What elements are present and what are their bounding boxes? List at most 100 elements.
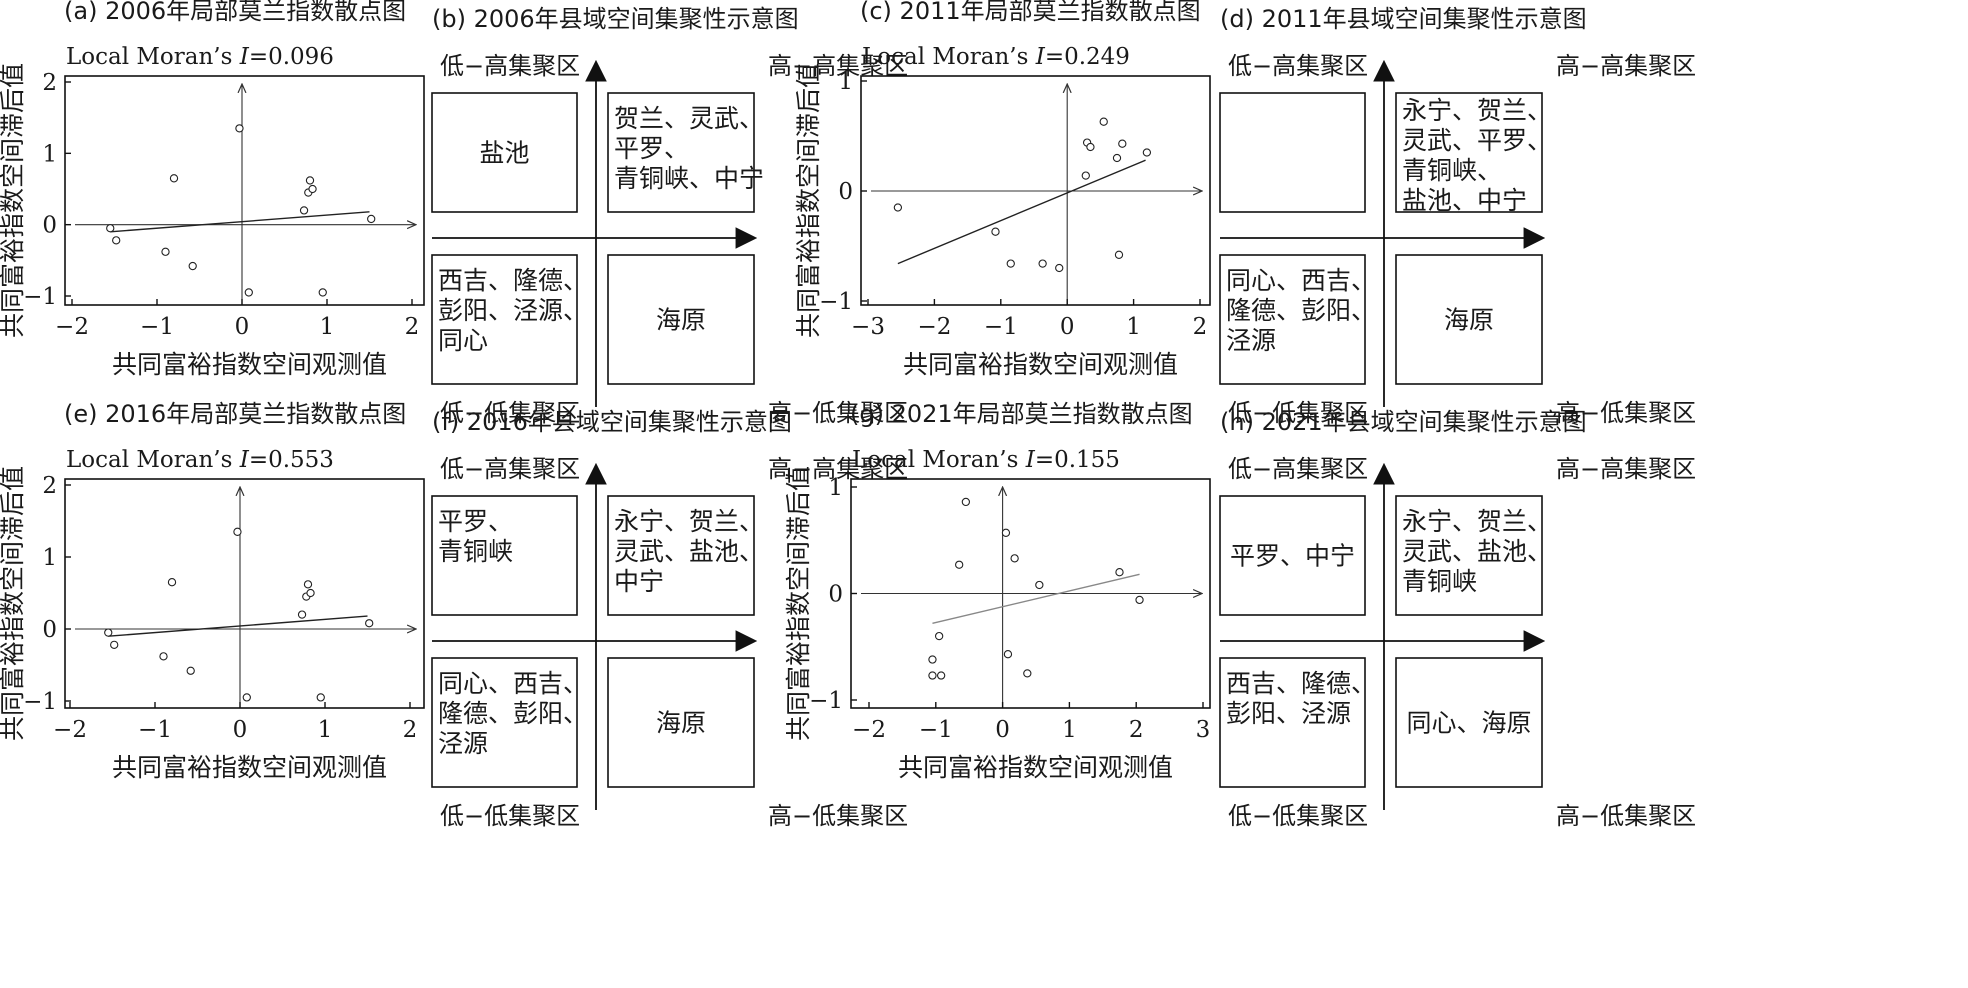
data-point — [110, 640, 119, 649]
county-names: 永宁、贺兰、 — [1402, 507, 1552, 536]
y-axis-label: 共同富裕指数空间滞后值 — [0, 466, 27, 741]
quadrant-box-hl — [1395, 657, 1543, 788]
data-point — [955, 560, 964, 569]
county-names: 西吉、隆德、 — [438, 266, 588, 295]
county-names: 永宁、贺兰、 — [614, 507, 764, 536]
data-point — [1114, 250, 1124, 259]
quadrant-box-hh — [607, 92, 755, 213]
trend-line — [108, 615, 368, 637]
data-point — [159, 652, 168, 661]
county-names: 泾源 — [1226, 326, 1276, 355]
panel-title: (f) 2016年县域空间集聚性示意图 — [432, 408, 792, 436]
moran-prefix: Local Moran’s — [852, 447, 1026, 473]
panel-title: (b) 2006年县域空间集聚性示意图 — [432, 5, 799, 33]
data-point — [306, 588, 315, 598]
x-tick-label: −2 — [53, 717, 87, 743]
county-names: 海原 — [656, 709, 706, 738]
y-axis-label: 共同富裕指数空间滞后值 — [794, 63, 823, 338]
quadrant-label-low-low: 低−低集聚区 — [440, 802, 580, 830]
quadrant-box-lh — [1219, 92, 1366, 213]
county-names: 同心 — [438, 326, 488, 355]
quadrant-label-high-low: 高−低集聚区 — [1556, 802, 1696, 830]
trend-line — [897, 159, 1146, 265]
county-names: 平罗、 — [614, 134, 689, 163]
x-tick-label: 1 — [1126, 314, 1141, 340]
county-names: 盐池 — [479, 139, 529, 168]
county-names: 彭阳、泾源、 — [438, 296, 588, 325]
x-tick-label: 2 — [405, 314, 420, 340]
moran-label: Local Moran’s I=0.249 — [862, 44, 1130, 70]
quadrant-box-lh — [1219, 495, 1366, 616]
moran-label: Local Moran’s I=0.096 — [66, 44, 334, 70]
moran-symbol: I — [1025, 447, 1036, 473]
x-tick-label: 2 — [1193, 314, 1208, 340]
moran-value: =0.096 — [249, 44, 334, 70]
x-tick-label: 1 — [1062, 717, 1077, 743]
data-point — [161, 247, 170, 256]
quadrant-box-hh — [1395, 92, 1543, 213]
data-point — [936, 671, 946, 680]
quadrant-label-low-high: 低−高集聚区 — [440, 455, 580, 483]
data-point — [1010, 554, 1019, 563]
data-point — [167, 578, 177, 587]
county-names: 平罗、中宁 — [1230, 542, 1355, 571]
data-point — [1003, 650, 1013, 659]
y-tick-label: −1 — [819, 289, 853, 315]
y-tick-label: 2 — [42, 473, 57, 499]
x-tick-label: 0 — [233, 717, 248, 743]
moran-label: Local Moran’s I=0.155 — [852, 447, 1120, 473]
moran-prefix: Local Moran’s — [66, 447, 240, 473]
x-tick-label: 2 — [1129, 717, 1144, 743]
county-names: 盐池、中宁 — [1402, 186, 1527, 215]
quadrant-box-ll — [431, 254, 578, 385]
data-point — [186, 666, 195, 675]
plot-frame — [64, 75, 425, 306]
county-names: 青铜峡、 — [1402, 156, 1502, 185]
panel-c: (c) 2011年局部莫兰指数散点图 Local Moran’s I=0.249 −… — [794, 0, 1211, 379]
quadrant-box-hl — [1395, 254, 1543, 385]
data-point — [1038, 259, 1047, 268]
county-names: 同心、海原 — [1406, 709, 1531, 738]
county-names: 隆德、彭阳、 — [1226, 296, 1376, 325]
county-names: 平罗、 — [438, 507, 513, 536]
x-tick-label: 2 — [403, 717, 418, 743]
y-tick-label: 0 — [838, 179, 853, 205]
quadrant-label-high-low: 高−低集聚区 — [768, 399, 908, 427]
x-tick-label: −1 — [138, 717, 172, 743]
x-tick-label: −1 — [919, 717, 953, 743]
panel-title: (g) 2021年局部莫兰指数散点图 — [850, 400, 1193, 428]
data-point — [1099, 117, 1108, 126]
y-tick-label: 1 — [838, 69, 853, 95]
county-names: 同心、西吉、 — [438, 669, 588, 698]
quadrant-label-low-low: 低−低集聚区 — [1228, 802, 1368, 830]
county-names: 青铜峡 — [1402, 567, 1477, 596]
county-names: 西吉、隆德、 — [1226, 669, 1376, 698]
moran-symbol: I — [239, 447, 250, 473]
y-tick-label: 0 — [42, 213, 57, 239]
data-point — [1112, 153, 1122, 163]
x-tick-label: −3 — [851, 314, 885, 340]
county-names: 海原 — [1444, 306, 1494, 335]
data-point — [1081, 171, 1090, 180]
data-point — [991, 227, 1000, 236]
county-names: 灵武、盐池、 — [614, 537, 764, 566]
moran-prefix: Local Moran’s — [66, 44, 240, 70]
x-tick-label: −2 — [852, 717, 886, 743]
quadrant-label-high-high: 高−高集聚区 — [1556, 52, 1696, 80]
data-point — [893, 203, 903, 212]
data-point — [1115, 568, 1124, 577]
quadrant-box-ll — [1219, 657, 1366, 788]
data-point — [297, 610, 307, 619]
panel-title: (h) 2021年县域空间集聚性示意图 — [1220, 408, 1587, 436]
county-names: 灵武、平罗、 — [1402, 126, 1552, 155]
x-tick-label: 1 — [320, 314, 335, 340]
data-point — [1135, 595, 1144, 605]
data-point — [318, 288, 327, 297]
moran-value: =0.553 — [249, 447, 334, 473]
trend-line — [110, 211, 370, 233]
data-point — [188, 261, 197, 271]
data-point — [169, 174, 179, 183]
